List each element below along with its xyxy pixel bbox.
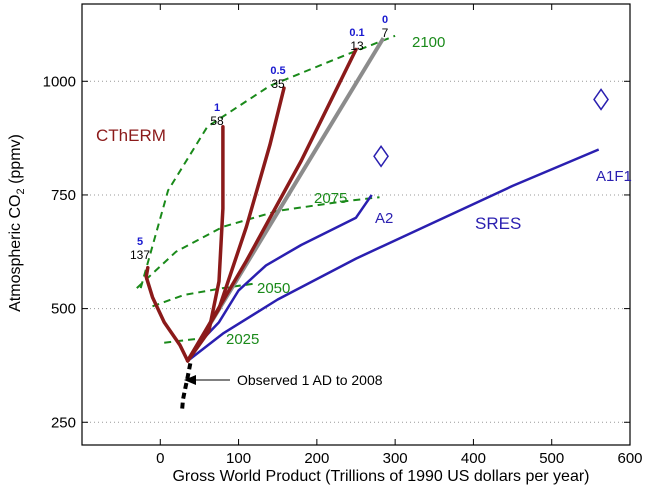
- axes: [81, 3, 631, 446]
- ctherm-label: CThERM: [96, 126, 166, 145]
- observed-arrow-head: [184, 375, 196, 385]
- y-tick-label: 750: [51, 187, 76, 204]
- ctherm-line-rate-0.1: [185, 47, 358, 363]
- isoline-2025: [164, 337, 204, 344]
- ctherm-line-rate-5: [144, 265, 190, 363]
- observed-line: [180, 360, 193, 409]
- rate-label: 5: [137, 236, 143, 248]
- value-label: 58: [210, 114, 224, 128]
- x-tick-label: 500: [539, 450, 564, 467]
- y-tick-label: 1000: [43, 73, 76, 90]
- rate-label: 0.5: [270, 65, 285, 77]
- sres-line-a1f1: [186, 148, 600, 362]
- ctherm-line-rate-1: [185, 125, 225, 363]
- sres-label: SRES: [475, 214, 521, 233]
- y-axis-title: Atmospheric CO2 (ppmv): [7, 134, 27, 312]
- sres-diamond-marker: [593, 88, 609, 111]
- rate-label: 1: [214, 102, 220, 114]
- grid: [82, 80, 630, 423]
- x-tick-label: 0: [156, 450, 164, 467]
- isoline-2100: [139, 34, 396, 289]
- isoline-label-2025: 2025: [226, 331, 259, 348]
- a1f1-label: A1F1: [596, 168, 632, 185]
- rate-label: 0: [382, 14, 388, 26]
- y-tick-label: 500: [51, 301, 76, 318]
- x-tick-label: 600: [617, 450, 642, 467]
- value-label: 13: [350, 39, 364, 53]
- sres-diamond-marker: [373, 144, 389, 168]
- isoline-label-2075: 2075: [314, 190, 347, 207]
- x-axis-title: Gross World Product (Trillions of 1990 U…: [172, 468, 589, 485]
- isoline-label-2100: 2100: [412, 34, 445, 51]
- value-label: 35: [271, 77, 285, 91]
- x-tick-label: 200: [304, 450, 329, 467]
- value-label: 7: [382, 26, 389, 40]
- rate-label: 0.1: [349, 27, 364, 39]
- x-tick-label: 300: [383, 450, 408, 467]
- a2-label: A2: [375, 210, 393, 227]
- value-label: 137: [130, 248, 150, 262]
- y-tick-label: 250: [51, 414, 76, 431]
- series: [136, 34, 609, 409]
- plot-frame: [81, 3, 631, 446]
- sres-line-a2: [186, 194, 373, 362]
- x-tick-label: 400: [461, 450, 486, 467]
- isoline-label-2050: 2050: [257, 280, 290, 297]
- isoline-2050: [152, 282, 255, 308]
- x-tick-label: 100: [226, 450, 251, 467]
- observed-label: Observed 1 AD to 2008: [237, 372, 383, 388]
